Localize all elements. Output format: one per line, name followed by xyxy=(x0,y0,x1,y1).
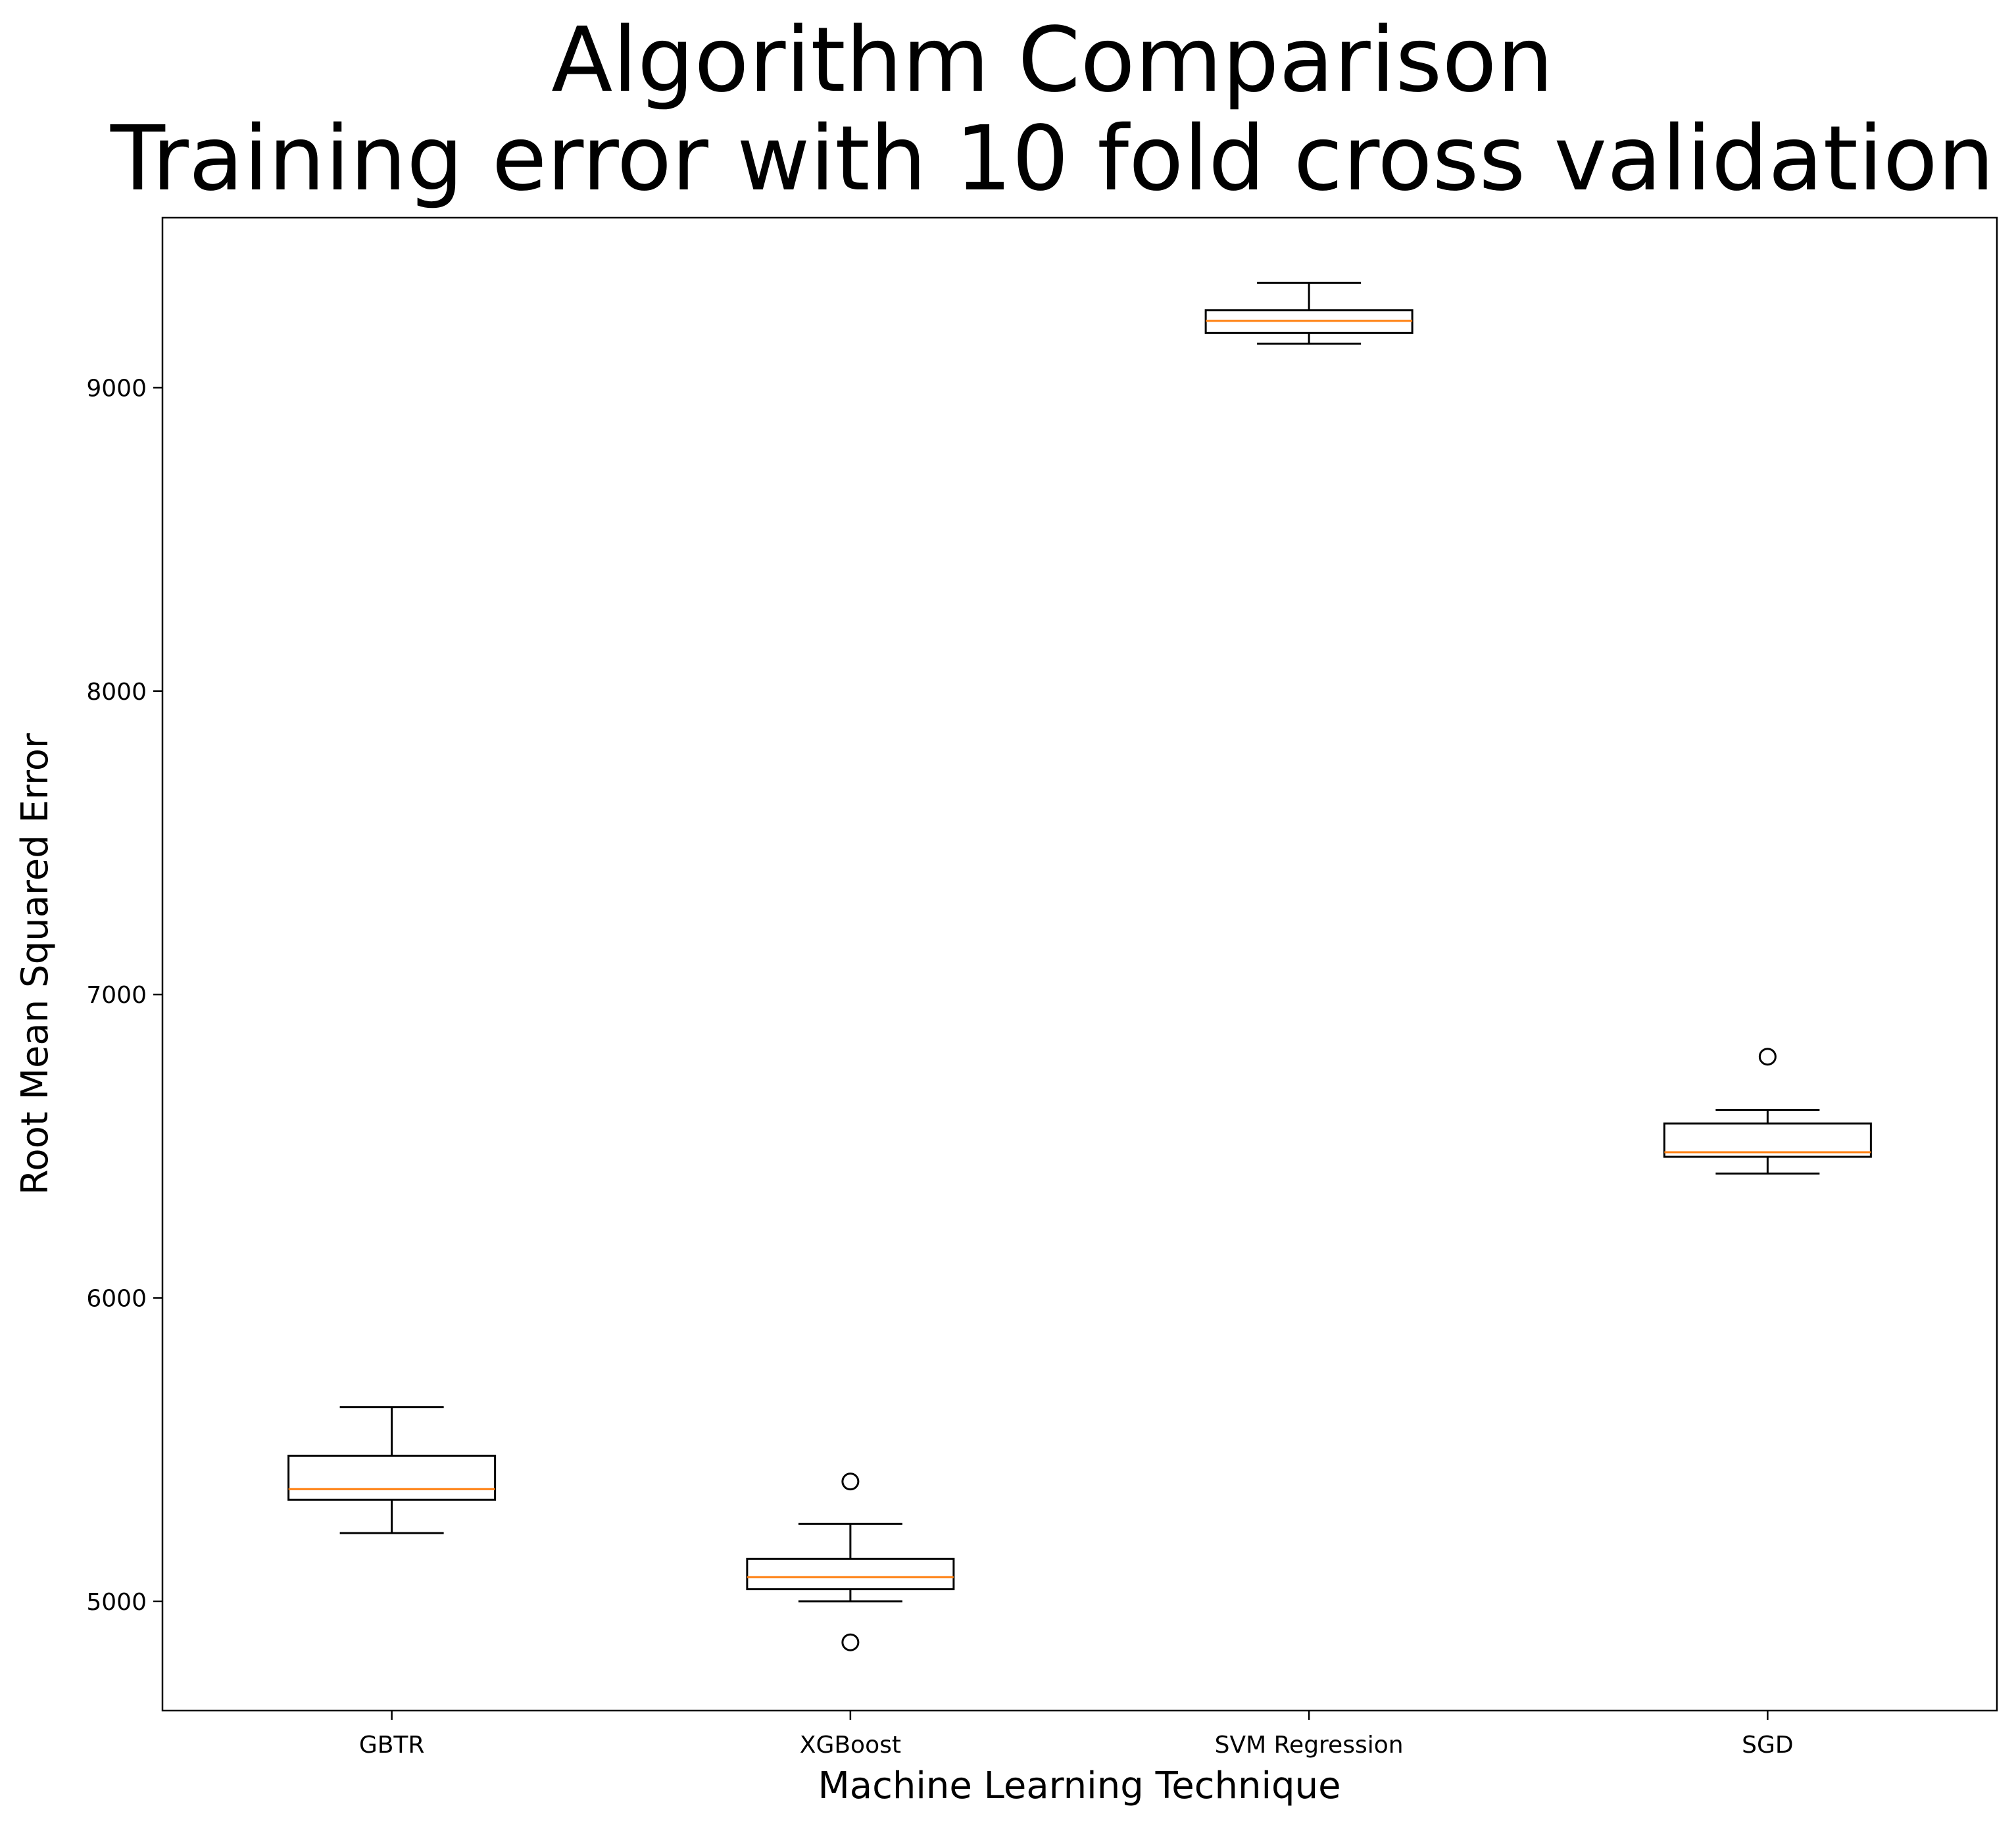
plot-frame xyxy=(161,216,1998,1712)
x-tick-label: SGD xyxy=(1742,1732,1793,1759)
boxplot-series xyxy=(287,281,1872,1651)
outlier-point xyxy=(1758,1048,1777,1066)
box-svm-regression xyxy=(1204,281,1414,345)
box-iqr xyxy=(1663,1122,1872,1158)
x-tick-label: GBTR xyxy=(359,1732,425,1759)
box-iqr xyxy=(746,1557,955,1590)
box-sgd xyxy=(1663,1048,1872,1175)
y-tick-label: 6000 xyxy=(86,1286,147,1313)
chart-title-line-1: Algorithm Comparison xyxy=(551,9,1554,112)
outlier-point xyxy=(841,1633,860,1651)
x-axis: GBTR XGBoost SVM Regression SGD xyxy=(359,1711,1794,1759)
box-gbtr xyxy=(287,1406,497,1534)
y-tick-label: 5000 xyxy=(86,1589,147,1616)
box-xgboost xyxy=(746,1473,955,1651)
x-tick-label: XGBoost xyxy=(800,1732,901,1759)
outlier-point xyxy=(841,1473,860,1491)
x-axis-label: Machine Learning Technique xyxy=(818,1765,1340,1807)
y-tick-label: 9000 xyxy=(86,375,147,402)
y-axis: 5000 6000 7000 8000 9000 xyxy=(86,375,162,1616)
y-axis-label: Root Mean Squared Error xyxy=(14,733,57,1195)
y-tick-label: 7000 xyxy=(86,982,147,1009)
chart-title-line-2: Training error with 10 fold cross valida… xyxy=(110,107,1994,211)
x-tick-label: SVM Regression xyxy=(1215,1732,1404,1759)
box-iqr xyxy=(287,1454,497,1501)
y-tick-label: 8000 xyxy=(86,679,147,706)
